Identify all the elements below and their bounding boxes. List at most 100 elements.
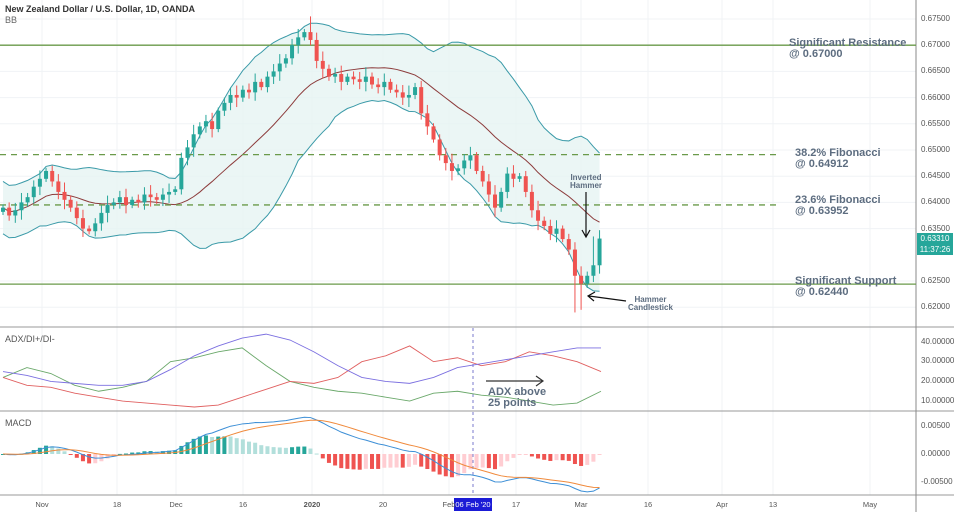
macd-histogram-bar	[443, 454, 448, 477]
price-tick: 0.65500	[921, 118, 950, 128]
date-tick: 13	[768, 500, 778, 509]
macd-histogram-bar	[579, 454, 584, 466]
macd-line	[2, 416, 600, 493]
date-tick: Apr	[716, 500, 728, 509]
macd-histogram-bar	[185, 442, 190, 454]
macd-histogram-bar	[37, 447, 42, 454]
macd-histogram-bar	[591, 454, 596, 462]
macd-histogram-bar	[87, 454, 92, 464]
macd-tick: 0.00000	[921, 449, 950, 458]
candle-body	[400, 92, 405, 98]
candle-body	[136, 199, 141, 203]
candle-body	[216, 110, 221, 130]
candle-body	[13, 210, 18, 216]
price-tick: 0.62000	[921, 302, 950, 312]
candle-body	[277, 63, 282, 72]
support-annotation: Significant Support @ 0.62440	[795, 275, 897, 298]
macd-histogram-bar	[74, 454, 79, 458]
candle-body	[93, 223, 98, 232]
macd-tick: 0.00500	[921, 421, 950, 430]
macd-histogram-bar	[228, 436, 233, 454]
adx-tick: 30.00000	[921, 356, 954, 365]
macd-histogram-bar	[511, 454, 516, 458]
hammer-annotation: Hammer Candlestick	[628, 295, 673, 312]
candle-body	[376, 84, 381, 88]
price-tick: 0.67500	[921, 14, 950, 23]
macd-histogram-bar	[597, 454, 602, 456]
macd-histogram-bar	[517, 454, 522, 455]
indicator-label-macd[interactable]: MACD	[5, 418, 32, 428]
candle-body	[50, 170, 55, 182]
macd-histogram-bar	[203, 435, 208, 454]
macd-histogram-bar	[326, 454, 331, 463]
di-plus-line	[2, 347, 602, 406]
crosshair-date-label: 06 Feb '20	[454, 498, 492, 511]
candle-body	[370, 76, 374, 85]
macd-histogram-bar	[314, 453, 319, 455]
macd-histogram-bar	[548, 454, 553, 461]
candle-body	[290, 45, 295, 59]
candle-body	[247, 89, 251, 93]
candle-body	[62, 191, 67, 200]
last-price-tag: 0.63310	[917, 233, 953, 244]
candle-body	[314, 39, 319, 61]
macd-histogram-bar	[449, 454, 454, 478]
date-tick: Nov	[35, 500, 49, 509]
candle-body	[511, 173, 516, 179]
macd-histogram-bar	[93, 454, 98, 464]
candle-body	[529, 191, 534, 211]
candle-body	[160, 194, 165, 200]
candle-body	[105, 205, 110, 213]
macd-histogram-bar	[339, 454, 344, 469]
macd-histogram-bar	[259, 445, 264, 454]
candle-body	[111, 202, 116, 206]
price-tick: 0.62500	[921, 276, 950, 285]
date-tick: 20	[378, 500, 388, 509]
candle-body	[240, 89, 245, 98]
candle-body	[124, 197, 128, 206]
price-tick: 0.63500	[921, 223, 950, 233]
macd-histogram-bar	[253, 442, 258, 454]
date-tick: 2020	[303, 500, 321, 509]
candle-body	[406, 94, 411, 98]
candle-body	[542, 220, 547, 226]
date-tick: 16	[643, 500, 653, 509]
macd-tick: -0.00500	[921, 477, 953, 486]
macd-histogram-bar	[44, 445, 49, 454]
macd-histogram-bar	[345, 454, 350, 469]
indicator-label-adx[interactable]: ADX/DI+/DI-	[5, 334, 55, 344]
macd-histogram-bar	[566, 454, 571, 461]
macd-histogram-bar	[370, 454, 374, 469]
resistance-annotation: Significant Resistance @ 0.67000	[789, 37, 907, 60]
candle-body	[462, 160, 467, 169]
candle-body	[425, 113, 430, 127]
bollinger-upper	[2, 22, 600, 186]
macd-histogram-bar	[560, 454, 565, 461]
macd-histogram-bar	[283, 447, 288, 454]
candle-body	[228, 94, 233, 103]
macd-histogram-bar	[191, 438, 196, 454]
indicator-label-bb[interactable]: BB	[5, 15, 18, 25]
macd-histogram-bar	[277, 447, 282, 454]
macd-histogram-bar	[50, 446, 55, 454]
candle-body	[167, 191, 172, 195]
candle-body	[548, 225, 553, 234]
macd-histogram-bar	[431, 454, 436, 472]
candle-body	[222, 102, 227, 111]
candle-body	[431, 126, 436, 140]
candle-body	[394, 89, 399, 93]
candle-body	[56, 181, 61, 192]
date-tick: 18	[112, 500, 122, 509]
candle-body	[99, 212, 104, 224]
candle-body	[74, 207, 79, 219]
macd-histogram-bar	[585, 454, 590, 465]
macd-histogram-bar	[160, 451, 165, 454]
candle-body	[597, 238, 602, 266]
candle-body	[320, 60, 325, 69]
candle-body	[474, 155, 479, 171]
macd-histogram-bar	[536, 454, 541, 459]
hammer-arrow	[586, 291, 627, 302]
date-tick: Feb	[442, 500, 456, 509]
